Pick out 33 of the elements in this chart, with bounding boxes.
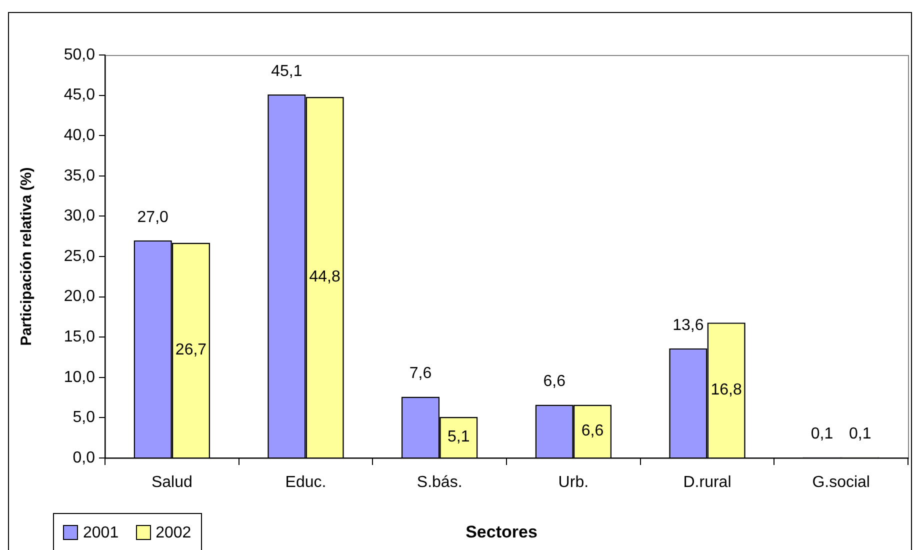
y-tick-label: 0,0 <box>72 449 96 466</box>
data-label: 0,1 <box>810 426 834 443</box>
legend-label: 2001 <box>83 524 119 542</box>
y-axis-title: Participación relativa (%) <box>18 167 36 346</box>
legend-label: 2002 <box>156 524 192 542</box>
x-tick-label: Urb. <box>558 474 589 492</box>
x-tick-label: D.rural <box>683 474 732 492</box>
x-tick-label: G.social <box>812 474 870 492</box>
y-tick-label: 40,0 <box>64 127 96 144</box>
data-label: 26,7 <box>175 342 207 359</box>
y-tick-label: 25,0 <box>64 248 96 265</box>
data-label: 0,1 <box>849 426 872 443</box>
y-tick-label: 20,0 <box>64 288 96 306</box>
y-tick-label: 10,0 <box>64 368 96 386</box>
data-label: 5,1 <box>448 428 470 446</box>
data-label: 13,6 <box>672 316 704 334</box>
data-label: 45,1 <box>271 62 302 80</box>
data-label: 6,6 <box>543 373 566 390</box>
x-tick-label: Salud <box>151 474 192 492</box>
data-label: 44,8 <box>309 268 340 286</box>
y-tick-label: 15,0 <box>64 328 96 346</box>
y-tick-label: 35,0 <box>64 167 96 184</box>
x-tick-label: Educ. <box>285 474 326 492</box>
data-label: 6,6 <box>581 422 604 440</box>
x-tick-label: S.bás. <box>416 474 462 492</box>
data-label: 7,6 <box>409 365 432 382</box>
y-tick-label: 30,0 <box>64 208 96 225</box>
y-tick-label: 5,0 <box>72 409 96 426</box>
y-tick-label: 50,0 <box>64 46 96 64</box>
data-label: 27,0 <box>137 208 169 226</box>
data-label: 16,8 <box>710 381 742 398</box>
x-axis-title: Sectores <box>466 522 538 542</box>
y-tick-label: 45,0 <box>64 86 96 104</box>
